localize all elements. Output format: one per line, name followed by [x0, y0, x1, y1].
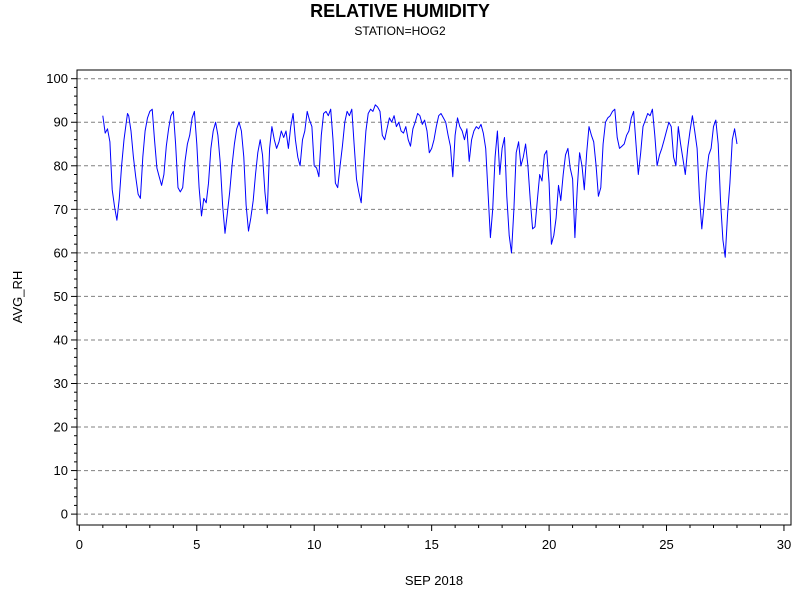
y-tick-label: 10: [54, 463, 68, 478]
x-tick-label: 20: [542, 537, 556, 552]
x-axis-ticks: 0 5 10 15 20 25 30: [76, 525, 791, 552]
y-tick-label: 90: [54, 115, 68, 130]
y-tick-label: 50: [54, 289, 68, 304]
x-axis-label: SEP 2018: [405, 573, 463, 588]
x-tick-label: 30: [777, 537, 791, 552]
x-tick-label: 0: [76, 537, 83, 552]
y-tick-label: 80: [54, 158, 68, 173]
y-tick-label: 60: [54, 245, 68, 260]
series-line-avg-rh: [102, 104, 738, 258]
y-tick-label: 30: [54, 376, 68, 391]
grid-lines: [77, 78, 791, 515]
chart-subtitle: STATION=HOG2: [354, 24, 446, 38]
x-tick-label: 5: [193, 537, 200, 552]
y-tick-label: 20: [54, 420, 68, 435]
y-tick-label: 100: [46, 71, 68, 86]
y-tick-label: 0: [61, 507, 68, 522]
y-axis-label: AVG_RH: [10, 271, 25, 324]
plot-area-frame: [76, 69, 792, 526]
x-tick-label: 15: [424, 537, 438, 552]
x-tick-label: 25: [659, 537, 673, 552]
y-tick-label: 40: [54, 332, 68, 347]
x-tick-label: 10: [307, 537, 321, 552]
y-tick-label: 70: [54, 202, 68, 217]
chart-title: RELATIVE HUMIDITY: [310, 1, 490, 21]
y-axis-ticks: 0 10 20 30 40 50 60 70 80 90 100: [46, 71, 77, 522]
